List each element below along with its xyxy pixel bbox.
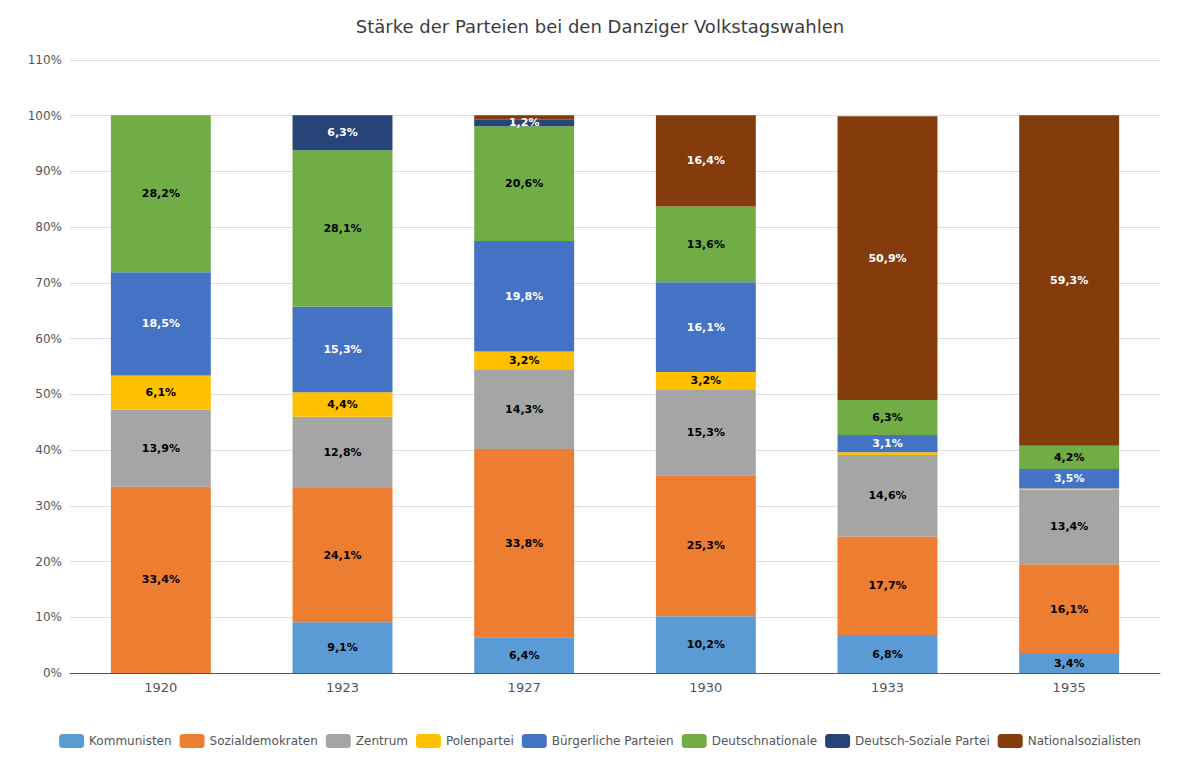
svg-text:12,8%: 12,8% bbox=[323, 446, 361, 459]
svg-text:28,1%: 28,1% bbox=[323, 222, 361, 235]
svg-text:Stärke der Parteien bei den Da: Stärke der Parteien bei den Danziger Vol… bbox=[356, 16, 844, 37]
svg-text:100%: 100% bbox=[28, 109, 62, 123]
svg-text:4,2%: 4,2% bbox=[1054, 451, 1085, 464]
svg-text:0%: 0% bbox=[43, 666, 62, 680]
svg-text:Zentrum: Zentrum bbox=[356, 734, 408, 748]
svg-text:6,1%: 6,1% bbox=[146, 386, 177, 399]
svg-text:10%: 10% bbox=[35, 610, 62, 624]
svg-text:59,3%: 59,3% bbox=[1050, 274, 1088, 287]
svg-text:Kommunisten: Kommunisten bbox=[89, 734, 171, 748]
svg-text:16,4%: 16,4% bbox=[687, 154, 725, 167]
svg-text:Polenpartei: Polenpartei bbox=[446, 734, 514, 748]
svg-text:6,3%: 6,3% bbox=[872, 411, 903, 424]
svg-text:13,6%: 13,6% bbox=[687, 238, 725, 251]
svg-text:Nationalsozialisten: Nationalsozialisten bbox=[1028, 734, 1141, 748]
svg-text:6,3%: 6,3% bbox=[327, 126, 358, 139]
svg-text:18,5%: 18,5% bbox=[142, 317, 180, 330]
svg-text:28,2%: 28,2% bbox=[142, 187, 180, 200]
svg-text:3,2%: 3,2% bbox=[691, 374, 722, 387]
svg-text:33,8%: 33,8% bbox=[505, 537, 543, 550]
svg-text:1933: 1933 bbox=[871, 680, 904, 695]
svg-text:Deutschnationale: Deutschnationale bbox=[712, 734, 817, 748]
svg-text:24,1%: 24,1% bbox=[323, 549, 361, 562]
svg-text:1935: 1935 bbox=[1053, 680, 1086, 695]
svg-text:Sozialdemokraten: Sozialdemokraten bbox=[210, 734, 318, 748]
svg-text:13,4%: 13,4% bbox=[1050, 520, 1088, 533]
svg-text:Bürgerliche Parteien: Bürgerliche Parteien bbox=[552, 734, 674, 748]
svg-text:40%: 40% bbox=[35, 443, 62, 457]
svg-text:13,9%: 13,9% bbox=[142, 442, 180, 455]
svg-text:16,1%: 16,1% bbox=[687, 321, 725, 334]
svg-text:1920: 1920 bbox=[144, 680, 177, 695]
svg-text:80%: 80% bbox=[35, 220, 62, 234]
svg-text:110%: 110% bbox=[28, 53, 62, 67]
svg-text:10,2%: 10,2% bbox=[687, 638, 725, 651]
svg-text:3,5%: 3,5% bbox=[1054, 472, 1085, 485]
svg-text:70%: 70% bbox=[35, 276, 62, 290]
svg-text:90%: 90% bbox=[35, 164, 62, 178]
svg-text:50,9%: 50,9% bbox=[868, 252, 906, 265]
svg-text:17,7%: 17,7% bbox=[868, 579, 906, 592]
svg-text:6,4%: 6,4% bbox=[509, 649, 540, 662]
svg-text:20%: 20% bbox=[35, 555, 62, 569]
svg-text:3,1%: 3,1% bbox=[872, 437, 903, 450]
svg-text:16,1%: 16,1% bbox=[1050, 603, 1088, 616]
svg-text:14,6%: 14,6% bbox=[868, 489, 906, 502]
svg-text:4,4%: 4,4% bbox=[327, 398, 358, 411]
svg-text:6,8%: 6,8% bbox=[872, 648, 903, 661]
svg-text:14,3%: 14,3% bbox=[505, 403, 543, 416]
svg-text:3,4%: 3,4% bbox=[1054, 657, 1085, 670]
svg-text:30%: 30% bbox=[35, 499, 62, 513]
svg-text:15,3%: 15,3% bbox=[687, 426, 725, 439]
svg-text:1930: 1930 bbox=[689, 680, 722, 695]
svg-text:20,6%: 20,6% bbox=[505, 177, 543, 190]
svg-text:60%: 60% bbox=[35, 332, 62, 346]
svg-text:1927: 1927 bbox=[508, 680, 541, 695]
svg-text:15,3%: 15,3% bbox=[323, 343, 361, 356]
svg-text:9,1%: 9,1% bbox=[327, 641, 358, 654]
svg-text:Deutsch-Soziale Partei: Deutsch-Soziale Partei bbox=[855, 734, 990, 748]
svg-text:25,3%: 25,3% bbox=[687, 539, 725, 552]
svg-text:33,4%: 33,4% bbox=[142, 573, 180, 586]
svg-text:50%: 50% bbox=[35, 387, 62, 401]
svg-text:1923: 1923 bbox=[326, 680, 359, 695]
svg-text:3,2%: 3,2% bbox=[509, 354, 540, 367]
svg-text:19,8%: 19,8% bbox=[505, 290, 543, 303]
svg-text:1,2%: 1,2% bbox=[509, 116, 540, 129]
